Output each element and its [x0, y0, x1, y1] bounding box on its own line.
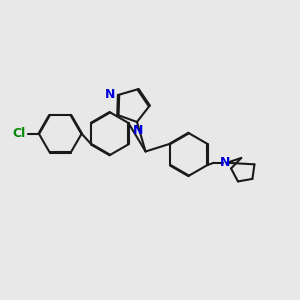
- Text: N: N: [220, 156, 230, 169]
- Text: N: N: [132, 124, 143, 137]
- Text: N: N: [105, 88, 115, 101]
- Text: Cl: Cl: [13, 127, 26, 140]
